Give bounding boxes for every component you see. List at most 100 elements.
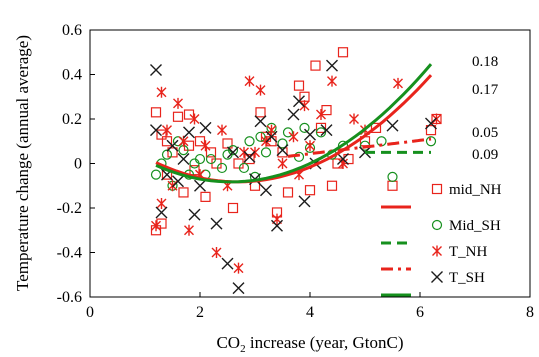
point-mid-sh [299, 122, 310, 134]
point-t-nh [239, 146, 249, 158]
point-t-sh [150, 124, 162, 137]
point-t-sh [287, 108, 300, 121]
point-mid-nh [200, 191, 211, 202]
point-mid-sh [216, 162, 228, 174]
x-tick-label: 6 [416, 304, 424, 321]
x-axis-title-subscript: 2 [240, 343, 246, 355]
annotation-label: 0.17 [472, 82, 499, 98]
point-t-sh [265, 130, 278, 143]
point-t-sh [172, 175, 184, 188]
point-t-sh [304, 128, 316, 141]
point-t-nh [305, 140, 315, 152]
point-t-nh [200, 140, 211, 152]
annotation-label: 0.05 [472, 125, 498, 141]
point-mid-nh [227, 202, 239, 214]
point-mid-nh [304, 185, 316, 196]
legend-label: mid_NH [449, 182, 502, 198]
annotations: 0.18 0.17 0.05 0.09 [472, 54, 499, 163]
point-mid-sh [255, 131, 266, 142]
legend-marker [431, 183, 443, 195]
point-mid-nh [299, 91, 310, 102]
y-tick-label: 0.6 [62, 22, 82, 39]
point-t-nh [316, 109, 326, 121]
point-t-nh [277, 158, 288, 169]
legend-marker [431, 271, 443, 283]
legend-label: T_NH [449, 244, 487, 260]
point-t-sh [155, 206, 168, 219]
point-t-nh [431, 113, 442, 125]
fit-line-t-sh-fit [155, 63, 433, 184]
point-mid-sh [425, 136, 437, 147]
point-mid-nh [425, 125, 437, 136]
point-t-sh [221, 257, 234, 270]
y-tick-label: -0.4 [57, 245, 82, 262]
point-t-nh [244, 75, 255, 87]
annotation-label: 0.09 [472, 147, 498, 163]
point-t-nh [327, 75, 337, 87]
point-t-sh [188, 208, 201, 221]
point-mid-nh [315, 122, 327, 134]
point-mid-nh [194, 136, 206, 147]
point-mid-sh [205, 153, 217, 165]
point-t-nh [299, 100, 310, 112]
point-t-nh [156, 86, 167, 98]
x-axis-title-main: CO [216, 333, 240, 352]
point-mid-nh [387, 180, 398, 191]
point-t-sh [337, 153, 349, 166]
point-mid-nh [282, 187, 294, 198]
point-mid-nh [293, 80, 305, 91]
point-t-nh [151, 220, 161, 232]
point-t-nh [184, 224, 194, 236]
point-t-sh [320, 124, 333, 137]
point-mid-nh [244, 153, 255, 165]
point-mid-sh [387, 171, 398, 182]
point-mid-nh [178, 187, 189, 198]
y-tick-label: 0.4 [62, 67, 82, 84]
point-t-nh [162, 124, 172, 136]
point-mid-nh [183, 109, 195, 120]
point-t-sh [243, 150, 256, 163]
point-t-sh [298, 195, 311, 208]
point-t-sh [293, 95, 305, 108]
tick-labels: 0 2 4 6 8 -0.6 -0.4 -0.2 0 0.2 0.4 0.6 [57, 22, 534, 321]
point-mid-nh [255, 107, 266, 118]
point-t-nh [261, 135, 271, 147]
point-mid-sh [161, 149, 173, 160]
point-t-sh [177, 153, 190, 166]
point-t-sh [150, 64, 162, 77]
point-t-sh [276, 144, 289, 157]
legend-label: Mid_SH [449, 218, 501, 234]
point-mid-sh [172, 136, 184, 147]
point-mid-nh [161, 136, 173, 147]
point-t-nh [211, 247, 222, 258]
point-t-sh [254, 115, 267, 128]
point-t-sh [166, 139, 179, 152]
legend-item-t-sh: T_SH [381, 270, 485, 297]
point-mid-nh [156, 218, 167, 229]
y-tick-label: -0.6 [57, 289, 82, 306]
point-t-nh [255, 84, 266, 96]
point-t-nh [349, 113, 359, 125]
point-t-nh [189, 113, 200, 125]
point-t-sh [232, 282, 245, 295]
y-tick-label: 0 [74, 156, 82, 173]
point-mid-sh [244, 136, 255, 147]
point-mid-nh [156, 129, 167, 140]
point-mid-nh [326, 180, 338, 191]
legend-item-mid-nh: mid_NH [381, 182, 502, 209]
point-mid-sh [227, 145, 239, 156]
x-tick-label: 2 [196, 304, 204, 321]
point-mid-nh [332, 158, 343, 169]
legend-item-mid-sh: Mid_SH [381, 218, 501, 245]
point-mid-nh [337, 47, 349, 58]
legend-item-t-nh: T_NH [381, 244, 487, 271]
point-t-sh [425, 117, 437, 130]
point-mid-sh [194, 153, 206, 165]
point-t-sh [210, 217, 223, 230]
legend: mid_NH Mid_SH T_NH T_SH [381, 182, 502, 297]
point-t-sh [183, 126, 195, 139]
point-t-nh [173, 97, 183, 109]
annotation-label: 0.18 [472, 54, 498, 70]
point-t-nh [156, 198, 167, 210]
point-mid-nh [370, 122, 382, 134]
